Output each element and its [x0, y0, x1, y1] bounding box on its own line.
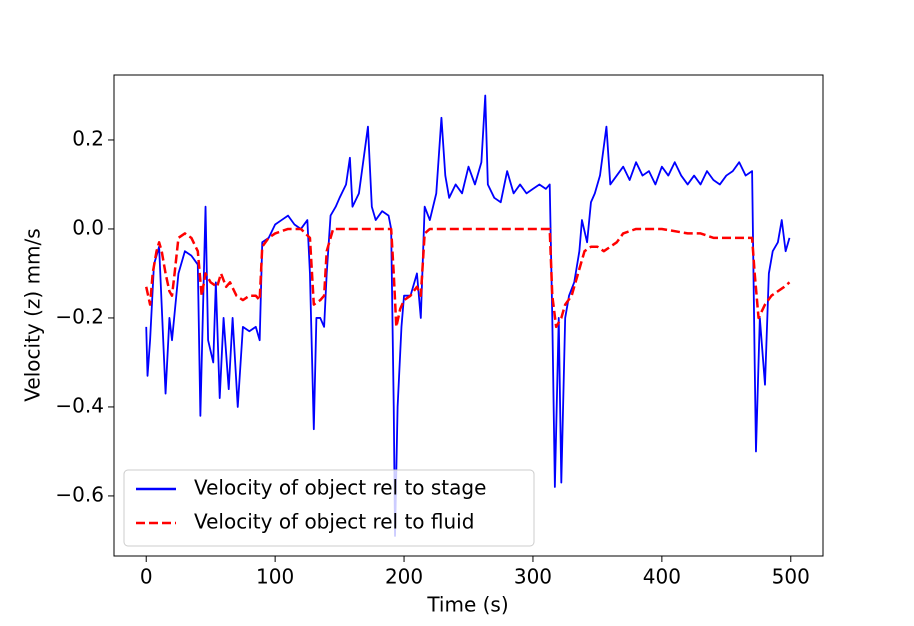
x-tick-label: 500 [772, 565, 810, 589]
plot-area [145, 94, 791, 537]
y-tick-label: 0.0 [72, 215, 104, 239]
legend-box [123, 469, 535, 547]
y-axis-label: Velocity (z) mm/s [21, 228, 45, 401]
y-tick-label: −0.4 [55, 393, 104, 417]
x-axis-label: Time (s) [426, 593, 508, 617]
y-tick-label: 0.2 [72, 126, 104, 150]
plot-frame [113, 74, 824, 557]
legend: Velocity of object rel to stage Velocity … [123, 469, 535, 547]
x-tick-label: 0 [140, 565, 153, 589]
data-line [145, 94, 791, 537]
x-tick-label: 100 [256, 565, 294, 589]
x-tick-label: 200 [385, 565, 423, 589]
y-tick-label: −0.2 [55, 304, 104, 328]
x-tick-label: 400 [643, 565, 681, 589]
data-line [145, 227, 791, 329]
y-tick-label: −0.6 [55, 482, 104, 506]
legend-label: Velocity of object rel to fluid [194, 510, 474, 534]
x-tick-label: 300 [514, 565, 552, 589]
legend-label: Velocity of object rel to stage [194, 476, 486, 500]
